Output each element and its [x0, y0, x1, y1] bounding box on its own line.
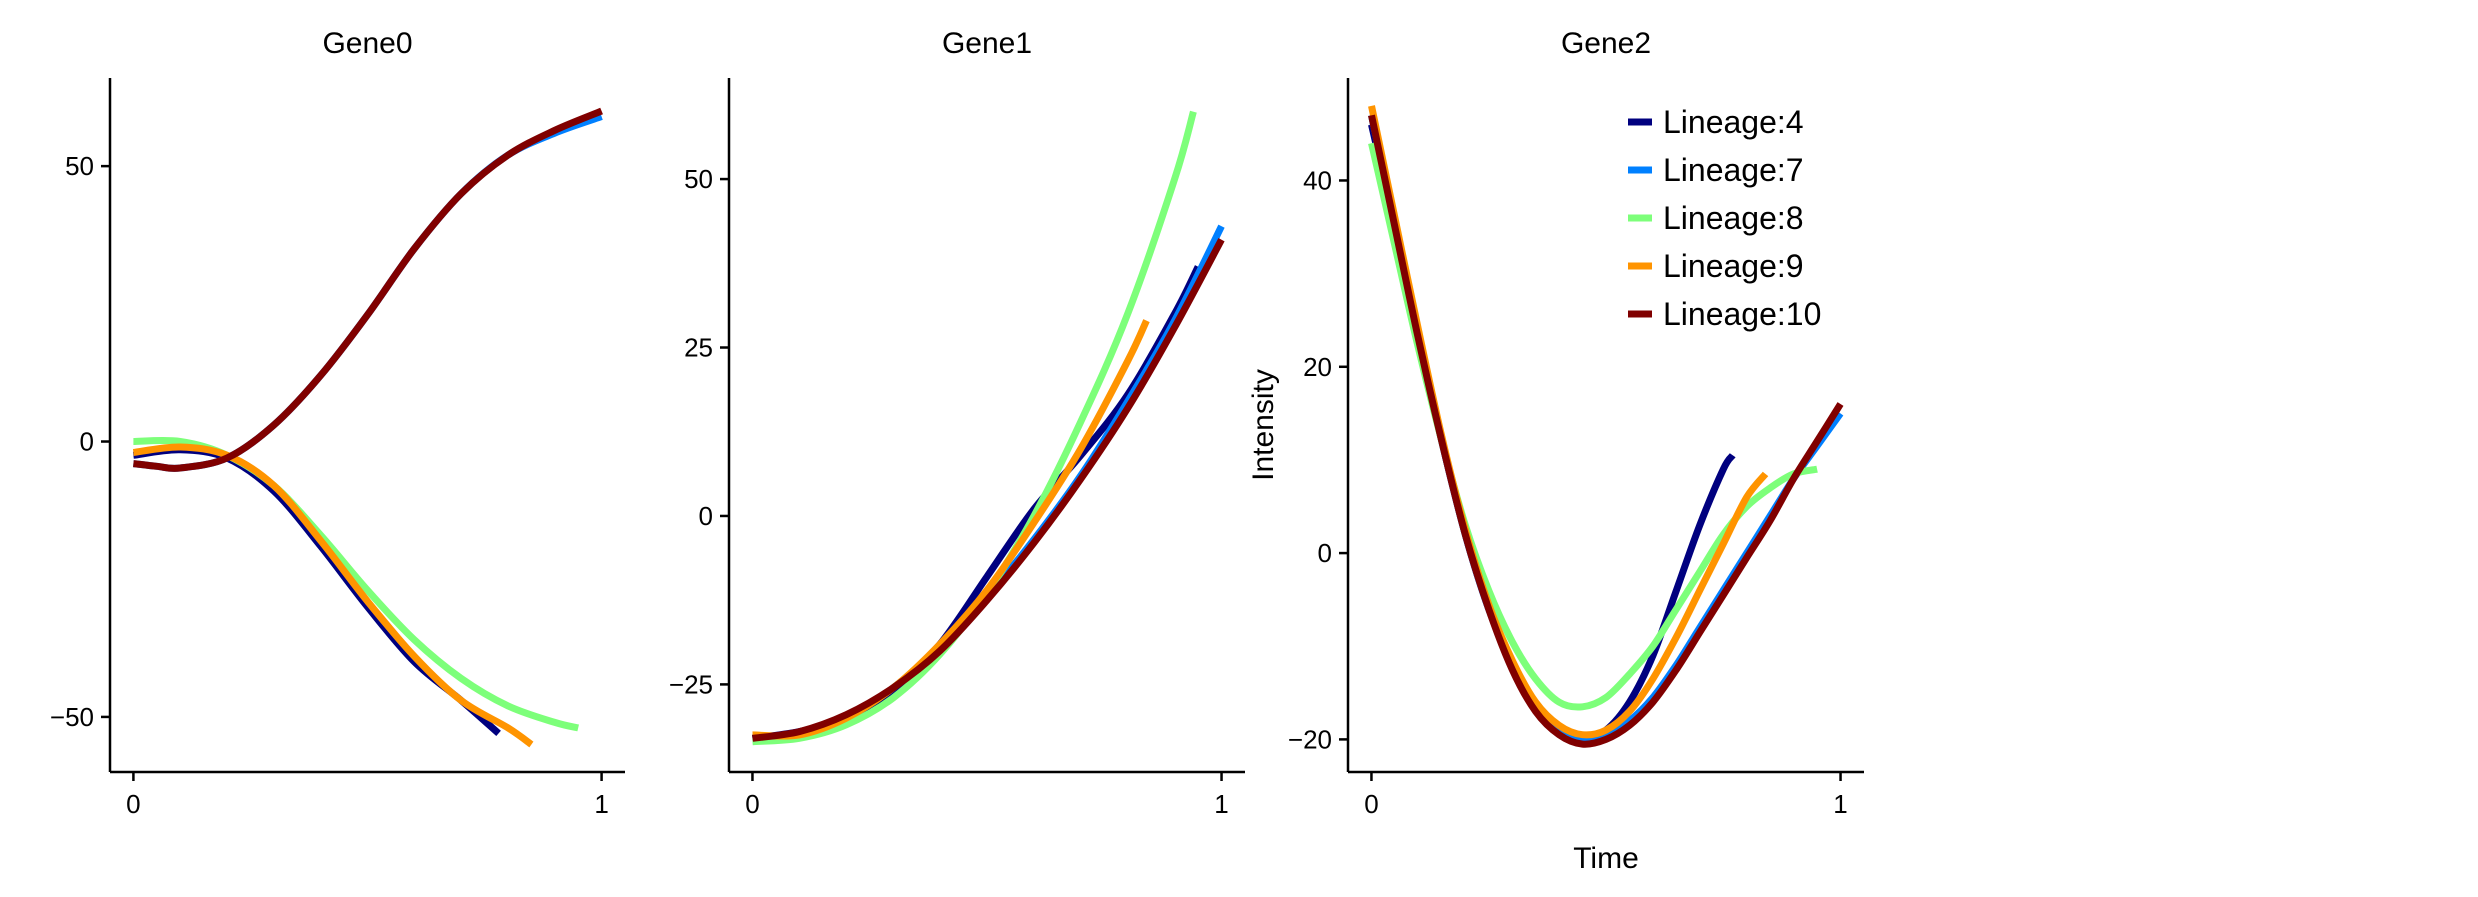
legend-label-lineage-8: Lineage:8	[1663, 200, 1804, 236]
y-tick-label: 50	[65, 151, 94, 181]
y-axis-label: Intensity	[1247, 369, 1280, 481]
y-tick-label: 0	[80, 427, 94, 457]
y-tick-label: 20	[1303, 352, 1332, 382]
legend-label-lineage-4: Lineage:4	[1663, 104, 1804, 140]
series-line-lineage-4	[132, 446, 501, 737]
x-tick-label: 1	[594, 789, 608, 819]
legend-label-lineage-9: Lineage:9	[1663, 248, 1804, 284]
y-tick-label: −25	[669, 669, 713, 699]
y-tick-label: 0	[699, 501, 713, 531]
series-line-lineage-7	[752, 224, 1225, 742]
legend: Lineage:4 Lineage:7 Lineage:8 Lineage:9 Line…	[1628, 104, 1821, 332]
x-tick-label: 1	[1214, 789, 1228, 819]
series-line-lineage-7	[133, 113, 603, 472]
legend-label-lineage-10: Lineage:10	[1663, 296, 1821, 332]
x-tick-label: 0	[1364, 789, 1378, 819]
series-line-lineage-9	[752, 319, 1150, 740]
chart-panel-0: Gene0 −50 0 50 0 1	[50, 27, 625, 819]
y-tick-label: 0	[1318, 538, 1332, 568]
y-tick-label: −20	[1288, 724, 1332, 754]
series-line-lineage-10	[1368, 114, 1844, 748]
legend-label-lineage-7: Lineage:7	[1663, 152, 1804, 188]
y-tick-label: 40	[1303, 165, 1332, 195]
chart-title: Gene0	[322, 27, 412, 60]
series-line-lineage-10	[752, 238, 1225, 742]
x-axis-label: Time	[1573, 842, 1639, 875]
series-line-lineage-4	[752, 265, 1202, 742]
x-tick-label: 0	[126, 789, 140, 819]
x-tick-label: 1	[1833, 789, 1847, 819]
chart-panel-1: Gene1 −25 0 25 50 0 1	[669, 27, 1245, 819]
y-tick-label: 25	[684, 333, 713, 363]
chart-title: Gene1	[942, 27, 1032, 60]
series-line-lineage-10	[133, 107, 603, 472]
series-line-lineage-8	[752, 110, 1197, 746]
y-tick-label: −50	[50, 702, 94, 732]
series-line-lineage-9	[132, 443, 534, 748]
y-tick-label: 50	[684, 164, 713, 194]
chart-title: Gene2	[1561, 27, 1651, 60]
x-tick-label: 0	[745, 789, 759, 819]
